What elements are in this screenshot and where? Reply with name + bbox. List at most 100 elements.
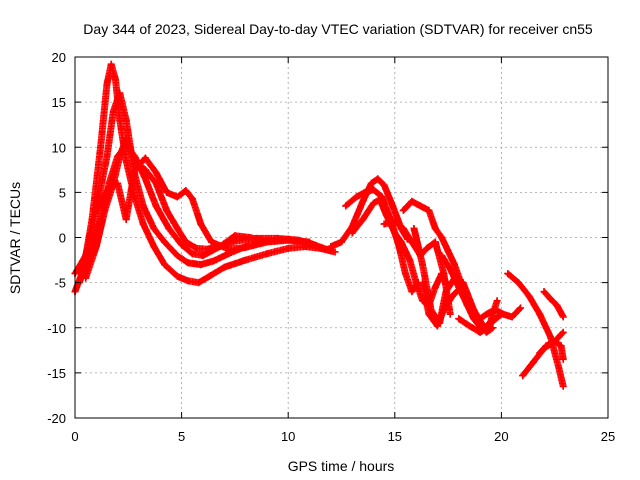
data-point: [163, 206, 171, 214]
data-point: [425, 310, 433, 318]
x-tick-label: 5: [178, 429, 185, 444]
data-point: [536, 349, 544, 357]
data-point: [92, 243, 100, 251]
data-point: [122, 157, 130, 165]
data-point: [207, 238, 215, 246]
data-point: [465, 322, 473, 330]
data-point: [455, 315, 463, 323]
data-point: [553, 301, 561, 309]
data-point: [423, 244, 431, 252]
data-point: [359, 215, 367, 223]
data-point: [312, 242, 320, 250]
data-point: [380, 181, 388, 189]
data-point: [416, 202, 424, 210]
data-point: [199, 252, 207, 260]
y-tick-label: 10: [52, 140, 66, 155]
data-point: [114, 179, 122, 187]
y-axis-label: SDTVAR / TECUs: [7, 182, 23, 294]
y-tick-label: -15: [47, 366, 66, 381]
data-point: [242, 256, 250, 264]
data-point: [231, 237, 239, 245]
series-track-15: [504, 270, 567, 390]
data-point: [150, 243, 158, 251]
data-point: [197, 220, 205, 228]
data-point: [485, 324, 493, 332]
data-point: [542, 342, 550, 350]
data-point: [536, 310, 544, 318]
data-point: [184, 259, 192, 267]
data-point: [369, 186, 377, 194]
data-point: [112, 76, 120, 84]
data-point: [504, 270, 512, 278]
data-points: [71, 60, 567, 390]
y-tick-label: 15: [52, 95, 66, 110]
data-point: [161, 261, 169, 269]
data-point: [440, 306, 448, 314]
data-point: [139, 220, 147, 228]
data-point: [107, 60, 115, 68]
data-point: [508, 313, 516, 321]
data-point: [438, 252, 446, 260]
data-point: [391, 229, 399, 237]
data-point: [101, 206, 109, 214]
data-point: [380, 220, 388, 228]
data-point: [103, 80, 111, 88]
data-point: [150, 224, 158, 232]
series-track-17: [536, 337, 567, 363]
data-point: [284, 244, 292, 252]
data-point: [557, 342, 565, 350]
data-point: [205, 272, 213, 280]
data-point: [463, 301, 471, 309]
data-point: [225, 245, 233, 253]
series-track-4: [82, 134, 320, 282]
data-point: [559, 313, 567, 321]
data-point: [203, 245, 211, 253]
data-point: [444, 247, 452, 255]
data-point: [470, 310, 478, 318]
axis-ticks: 0 5 10 15 20 25 -20 -15 -10 -5 0 5 10 15 20: [47, 50, 615, 444]
data-point: [188, 250, 196, 258]
data-point: [116, 89, 124, 97]
data-point: [410, 224, 418, 232]
data-point: [242, 243, 250, 251]
data-point: [359, 197, 367, 205]
x-axis-label: GPS time / hours: [288, 458, 395, 474]
data-point: [327, 243, 335, 251]
data-point: [152, 169, 160, 177]
x-tick-label: 25: [601, 429, 615, 444]
data-point: [188, 195, 196, 203]
data-point: [425, 206, 433, 214]
data-point: [367, 179, 375, 187]
series-track-18: [540, 288, 567, 321]
y-tick-label: -20: [47, 411, 66, 426]
data-point: [92, 206, 100, 214]
x-tick-label: 15: [388, 429, 402, 444]
data-point: [342, 202, 350, 210]
data-point: [173, 224, 181, 232]
data-point: [184, 277, 192, 285]
data-point: [210, 257, 218, 265]
data-point: [139, 202, 147, 210]
data-point: [446, 265, 454, 273]
data-point: [440, 270, 448, 278]
data-point: [389, 202, 397, 210]
data-point: [459, 279, 467, 287]
data-point: [519, 372, 527, 380]
data-point: [182, 187, 190, 195]
data-point: [361, 188, 369, 196]
data-point: [352, 193, 360, 201]
data-point: [193, 244, 201, 252]
data-point: [517, 304, 525, 312]
data-point: [197, 261, 205, 269]
data-point: [493, 297, 501, 305]
data-point: [514, 279, 522, 287]
series-track-14: [455, 297, 501, 336]
data-point: [438, 234, 446, 241]
series-track-5: [92, 154, 271, 253]
data-point: [431, 283, 439, 291]
y-tick-label: -5: [54, 276, 66, 291]
data-point: [122, 116, 130, 124]
data-point: [448, 292, 456, 300]
data-point: [97, 143, 105, 151]
data-point: [220, 263, 228, 271]
